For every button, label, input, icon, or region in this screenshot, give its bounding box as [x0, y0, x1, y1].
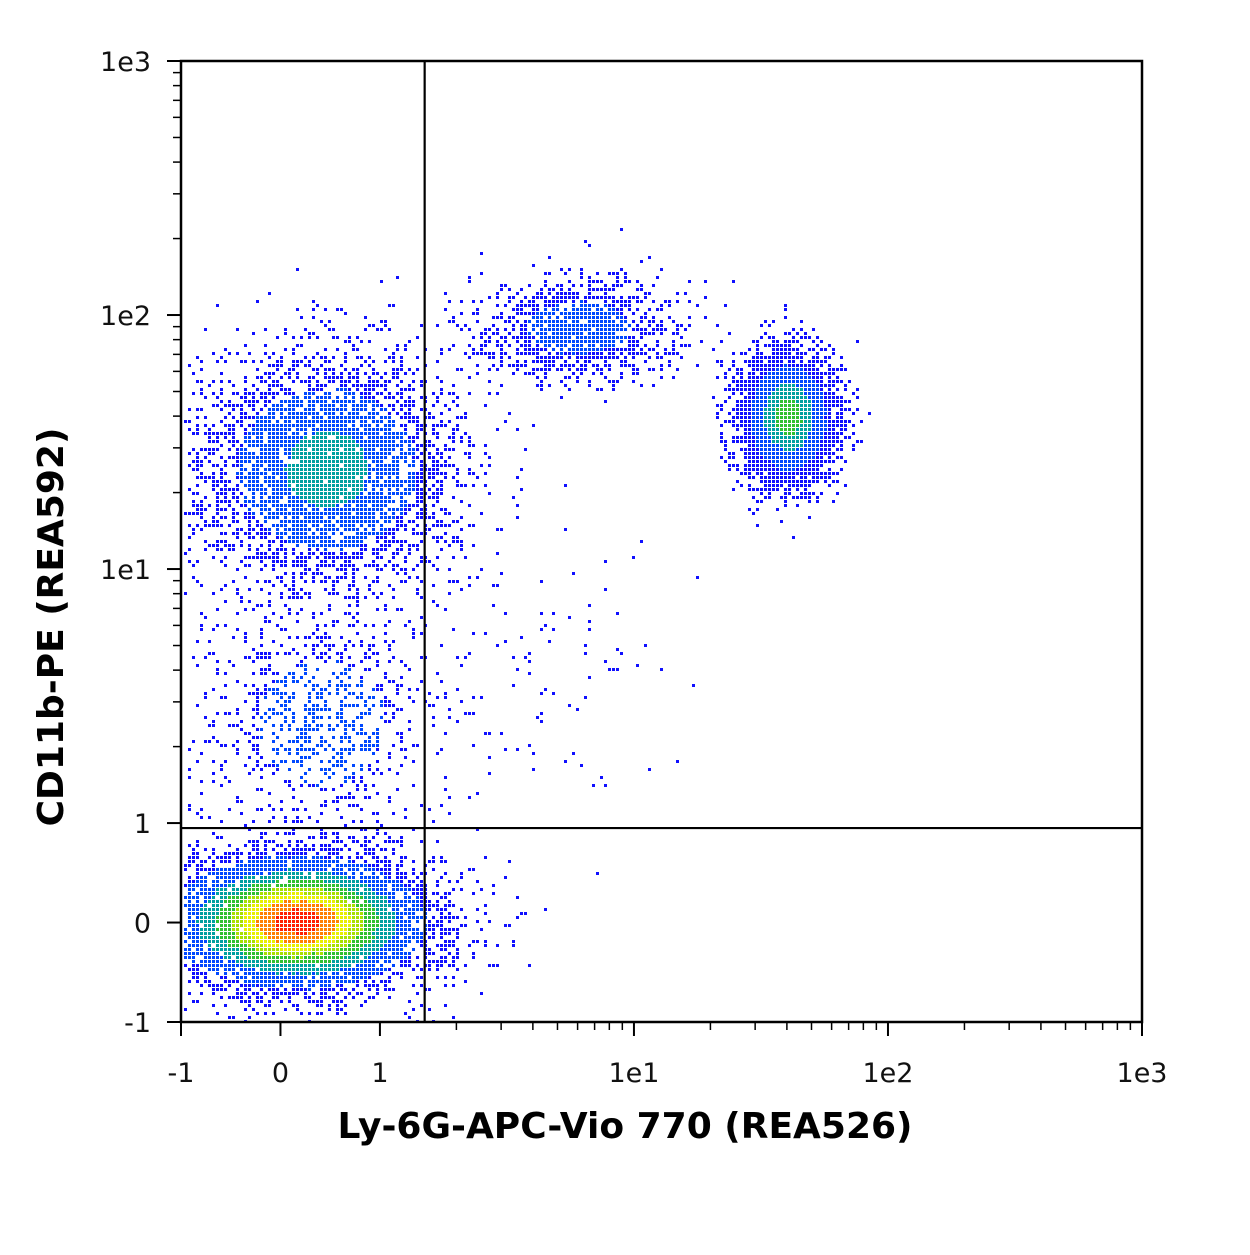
plot-frame [179, 59, 1144, 1024]
y-tick-label: 1e1 [100, 555, 151, 586]
y-tick-label: 0 [134, 909, 151, 940]
y-axis-title: CD11b-PE (REA592) [31, 428, 72, 827]
density-level-6-dots [256, 900, 339, 943]
y-tick-label: 1e2 [100, 301, 151, 332]
x-tick-label: 1 [371, 1058, 388, 1089]
y-tick-label: -1 [124, 1008, 151, 1039]
x-tick-label: 1e2 [862, 1058, 913, 1089]
y-tick-label: 1e3 [100, 47, 151, 78]
event-dots [184, 228, 871, 1023]
density-level-7-dots [276, 908, 319, 935]
x-tick-label: -1 [168, 1058, 195, 1089]
y-tick-label: 1 [134, 809, 151, 840]
x-tick-label: 0 [272, 1058, 289, 1089]
x-axis-title: Ly-6G-APC-Vio 770 (REA526) [338, 1106, 913, 1147]
density-level-0-dots [184, 228, 871, 1023]
x-tick-label: 1e3 [1117, 1058, 1168, 1089]
x-axis-ticks: -1 0 1 1e1 1e2 1e3 [168, 1022, 1168, 1089]
y-axis-ticks: -1 0 1 1e1 1e2 1e3 [100, 47, 181, 1039]
quadrant-gate [181, 61, 1142, 1022]
x-tick-label: 1e1 [608, 1058, 659, 1089]
